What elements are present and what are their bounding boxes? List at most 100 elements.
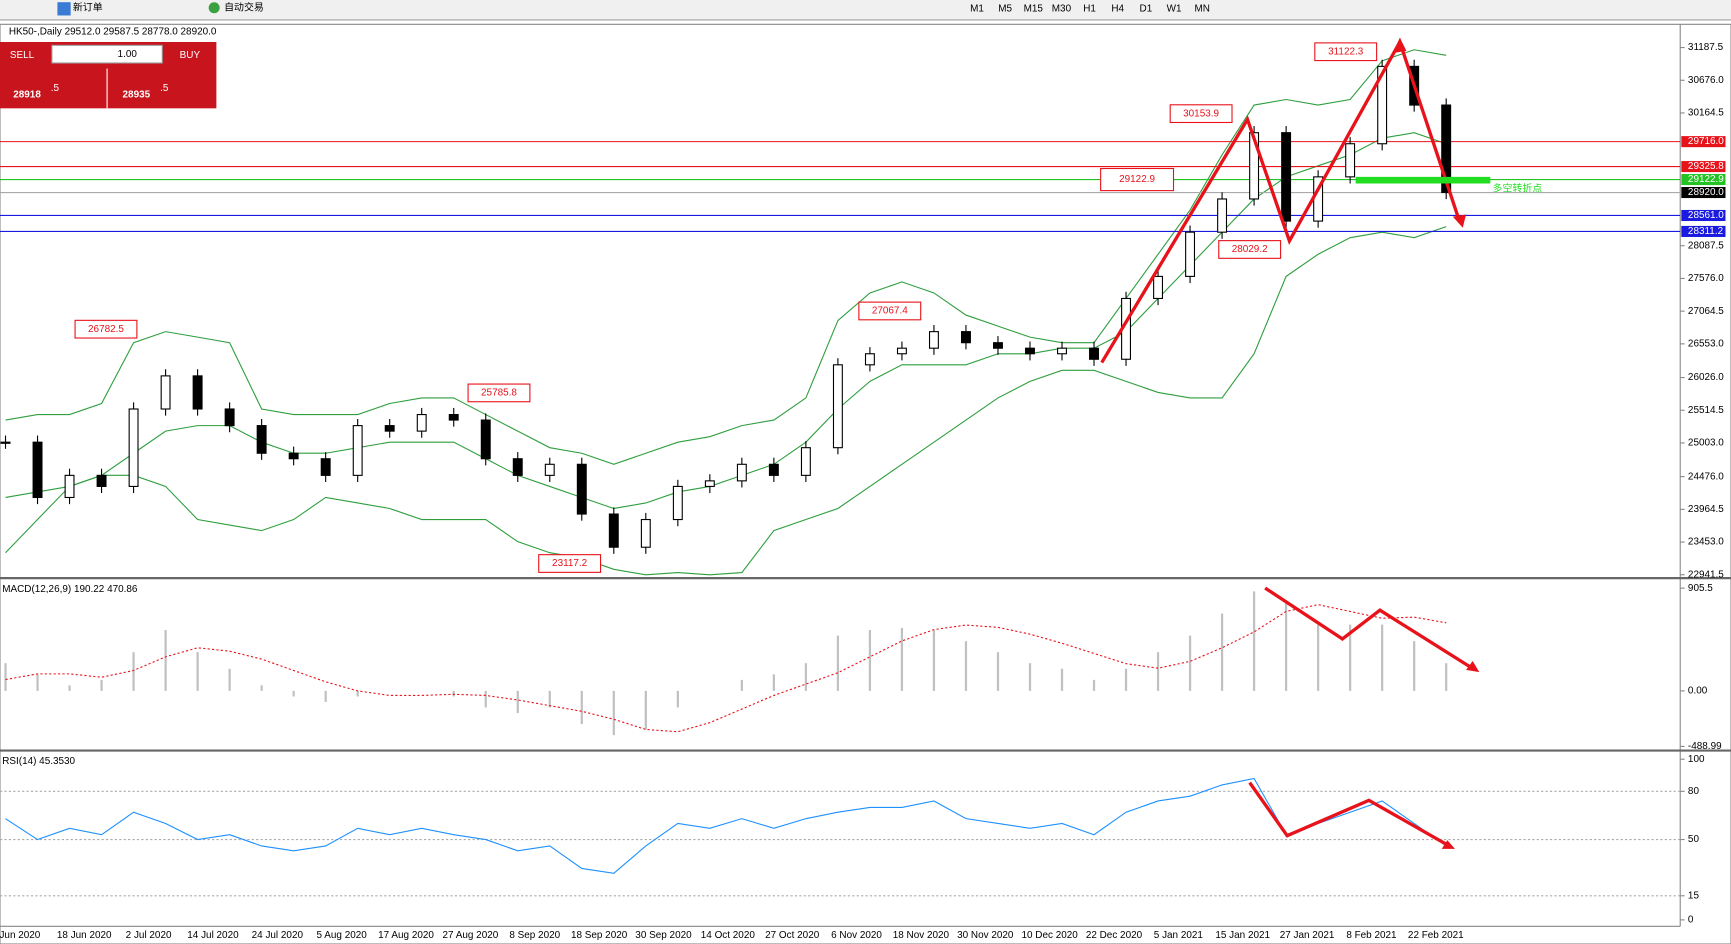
timeframe-button[interactable]: H1 (1083, 3, 1096, 14)
price-tag-label: 28920.0 (1688, 187, 1724, 198)
macd-bar (1413, 641, 1416, 691)
candle (993, 342, 1003, 349)
macd-bar (548, 690, 551, 708)
y-tick-label: 23453.0 (1688, 537, 1724, 548)
candle (288, 452, 299, 460)
price-tag (1681, 136, 1726, 148)
candle (1441, 104, 1452, 194)
y-tick-label: 0.00 (1688, 686, 1708, 697)
x-tick-label: 10 Dec 2020 (1021, 930, 1078, 941)
x-tick-label: 18 Sep 2020 (571, 930, 628, 941)
x-tick-label: 5 Jan 2021 (1154, 930, 1204, 941)
timeframe-button[interactable]: M30 (1052, 3, 1072, 14)
price-annotation-box (467, 383, 531, 403)
macd-bar (196, 652, 199, 691)
candle (1249, 132, 1260, 200)
auto-trade-icon[interactable] (208, 2, 220, 14)
y-tick-label: 0 (1688, 915, 1694, 926)
x-tick-label: 14 Jul 2020 (187, 930, 239, 941)
price-tag-label: 29122.9 (1688, 174, 1724, 185)
sell-button[interactable]: SELL (10, 50, 35, 61)
price-annotation: 31122.3 (1328, 46, 1364, 57)
macd-bar (1124, 668, 1128, 691)
price-annotation: 26782.5 (88, 324, 124, 335)
timeframe-button[interactable]: D1 (1140, 3, 1153, 14)
price-tag-label: 28311.2 (1688, 226, 1724, 237)
macd-bar (484, 690, 487, 708)
x-tick-label: 27 Aug 2020 (442, 930, 498, 941)
macd-bar (132, 652, 135, 691)
new-order-icon[interactable] (57, 2, 71, 16)
macd-bar (1445, 663, 1448, 691)
volume[interactable]: 1.00 (118, 49, 138, 60)
candle (960, 331, 971, 344)
macd-bar (356, 690, 359, 697)
timeframe-button[interactable]: M5 (998, 3, 1012, 14)
y-tick-label: 24476.0 (1688, 471, 1724, 482)
candle (1089, 347, 1099, 360)
ask-pips: .5 (160, 83, 169, 94)
y-tick-label: 30676.0 (1688, 75, 1724, 86)
timeframe-button[interactable]: M15 (1024, 3, 1044, 14)
bid-price: 28918 (13, 90, 41, 101)
x-tick-label: 8 Feb 2021 (1346, 930, 1397, 941)
x-tick-label: 17 Aug 2020 (378, 930, 434, 941)
candle (832, 364, 843, 449)
timeframe-button[interactable]: H4 (1111, 3, 1124, 14)
macd-bar (1092, 679, 1096, 691)
turning-point-note: 多空转折点 (1493, 182, 1543, 195)
y-tick-label: 15 (1688, 890, 1700, 901)
macd-bar (36, 674, 39, 691)
x-tick-label: 2 Jul 2020 (126, 930, 172, 941)
price-annotation-box (538, 554, 602, 573)
macd-bar (260, 685, 263, 691)
macd-bar (964, 641, 968, 691)
timeframes: M1 M5 M15 M30 H1 H4 D1 W1 MN (970, 3, 1210, 14)
price-tag-label: 29325.8 (1688, 161, 1724, 172)
x-tick-label: 6 Nov 2020 (831, 930, 882, 941)
macd-bar (580, 690, 583, 725)
price-annotation: 28029.2 (1232, 244, 1268, 255)
y-tick-label: 50 (1688, 834, 1700, 845)
y-tick-label: 28087.5 (1688, 240, 1724, 251)
price-tag-label: 29716.0 (1688, 136, 1724, 147)
new-order[interactable]: 新订单 (73, 0, 103, 13)
candle (256, 425, 267, 454)
macd-bar (644, 690, 647, 730)
candle (1377, 65, 1388, 145)
timeframe-button[interactable]: W1 (1167, 3, 1182, 14)
macd-bar (1252, 591, 1256, 691)
buy-button[interactable]: BUY (180, 50, 201, 61)
macd-bar (1349, 624, 1352, 691)
candle (352, 425, 363, 476)
candle (1025, 347, 1035, 355)
candle (704, 480, 715, 487)
x-tick-label: 14 Oct 2020 (701, 930, 756, 941)
price-tag (1681, 209, 1726, 222)
price-annotation-box (1314, 42, 1378, 62)
auto-trading[interactable]: 自动交易 (224, 0, 264, 13)
macd-bar (4, 663, 7, 691)
candle (800, 447, 811, 476)
timeframe-button[interactable]: MN (1194, 3, 1209, 14)
candle (640, 518, 651, 548)
candle (32, 441, 43, 499)
timeframe-button[interactable]: M1 (970, 3, 984, 14)
candle (928, 331, 939, 349)
x-tick-label: 15 Jan 2021 (1215, 930, 1270, 941)
price-annotation: 23117.2 (552, 558, 588, 569)
x-tick-label: 5 Aug 2020 (317, 930, 368, 941)
y-tick-label: 100 (1688, 754, 1705, 765)
macd-bar (1220, 613, 1224, 691)
candle (160, 375, 171, 410)
macd-bar (1285, 602, 1288, 691)
candle (1153, 275, 1164, 300)
price-tag (1681, 174, 1726, 186)
candle (64, 474, 75, 499)
macd-bar (932, 630, 936, 691)
macd-bar (836, 635, 840, 691)
macd-bar (612, 690, 615, 736)
bid-pips: .5 (51, 83, 60, 94)
x-tick-label: 22 Feb 2021 (1408, 930, 1464, 941)
y-tick-label: 80 (1688, 786, 1700, 797)
